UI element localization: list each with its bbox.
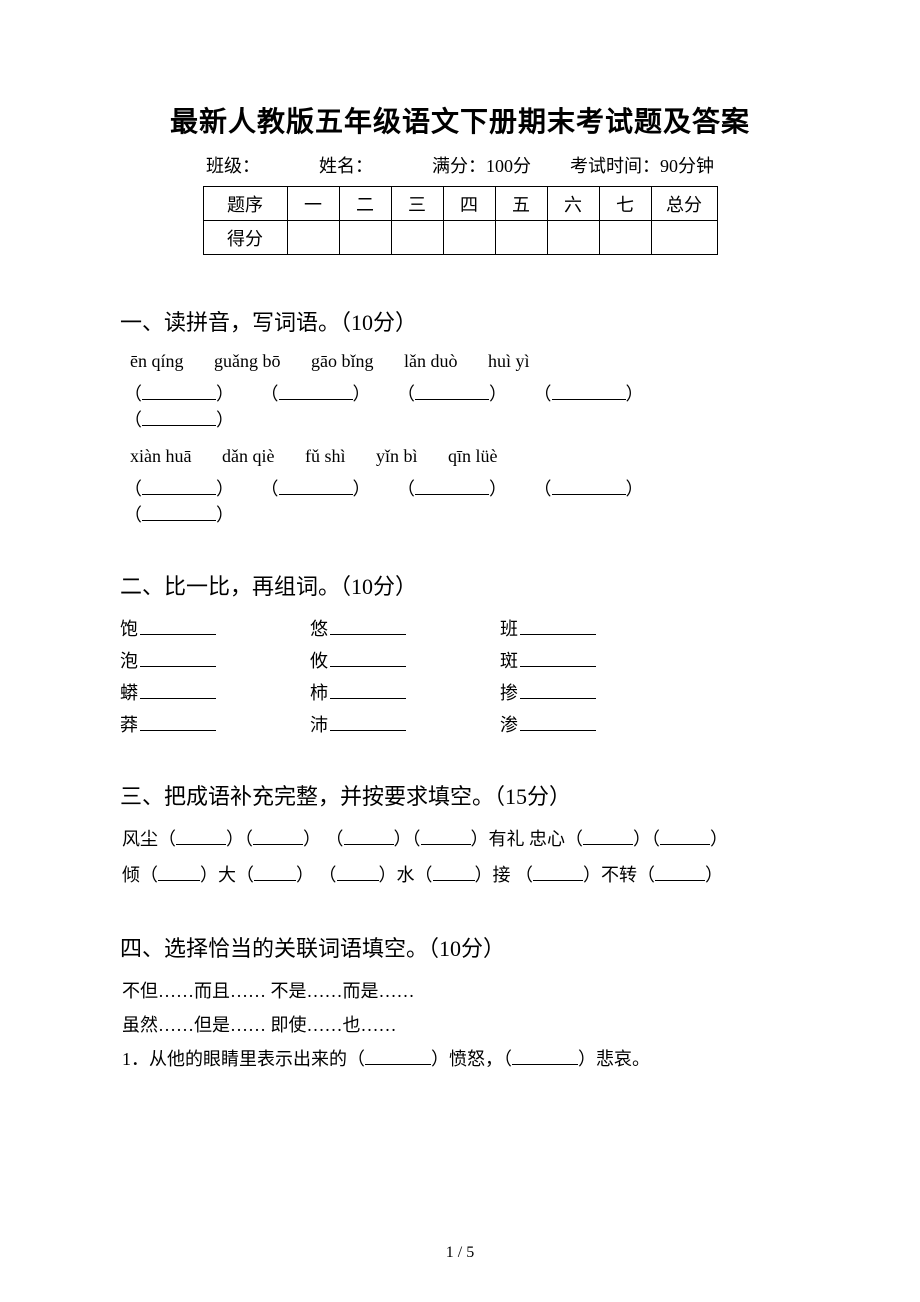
idiom-text: ）大（ bbox=[200, 865, 254, 885]
idiom-text: ）（ bbox=[226, 829, 253, 849]
blank: （） bbox=[261, 475, 371, 501]
compare-row: 泡 攸 斑 bbox=[120, 647, 800, 673]
blank: （） bbox=[124, 501, 234, 527]
pinyin-item: fǔ shì bbox=[305, 446, 346, 467]
score-cell bbox=[391, 221, 443, 255]
score-cell bbox=[443, 221, 495, 255]
blank: （） bbox=[261, 380, 371, 406]
blank: （） bbox=[124, 406, 234, 432]
blank-row-1: （） （） （） （） （） bbox=[124, 380, 800, 432]
blank: （） bbox=[124, 380, 234, 406]
section-4-heading: 四、选择恰当的关联词语填空。（10分） bbox=[120, 931, 800, 963]
pinyin-item: guǎng bō bbox=[214, 351, 281, 372]
blank: （） bbox=[397, 380, 507, 406]
compare-row: 莽 沛 渗 bbox=[120, 711, 800, 737]
idiom-text: ）不转（ bbox=[583, 865, 655, 885]
score-cell bbox=[651, 221, 717, 255]
score-cell bbox=[287, 221, 339, 255]
blank-row-2: （） （） （） （） （） bbox=[124, 475, 800, 527]
time-label: 考试时间：90分钟 bbox=[570, 152, 714, 178]
compare-item: 渗 bbox=[500, 711, 690, 737]
name-label: 姓名： bbox=[319, 152, 373, 178]
idiom-text: 风尘（ bbox=[122, 829, 176, 849]
fullscore-label: 满分：100分 bbox=[432, 152, 531, 178]
compare-item: 掺 bbox=[500, 679, 690, 705]
idiom-text: ） （ bbox=[296, 865, 337, 885]
class-label: 班级： bbox=[206, 152, 260, 178]
col-total: 总分 bbox=[651, 187, 717, 221]
section-3-heading: 三、把成语补充完整，并按要求填空。（15分） bbox=[120, 779, 800, 811]
pinyin-item: xiàn huā bbox=[130, 446, 191, 467]
idiom-text: ） （ bbox=[303, 829, 344, 849]
seq-label: 题序 bbox=[203, 187, 287, 221]
compare-item: 莽 bbox=[120, 711, 310, 737]
idiom-text: 倾（ bbox=[122, 865, 158, 885]
col-3: 三 bbox=[391, 187, 443, 221]
pinyin-row-2: xiàn huā dǎn qiè fǔ shì yǐn bì qīn lüè bbox=[130, 446, 800, 467]
blank: （） bbox=[124, 475, 234, 501]
conj-options-2: 虽然……但是…… 即使……也…… bbox=[122, 1011, 800, 1037]
section-2-heading: 二、比一比，再组词。（10分） bbox=[120, 569, 800, 601]
section-1-heading: 一、读拼音，写词语。（10分） bbox=[120, 305, 800, 337]
compare-item: 饱 bbox=[120, 615, 310, 641]
idiom-text: ）接 （ bbox=[475, 865, 534, 885]
compare-item: 泡 bbox=[120, 647, 310, 673]
pinyin-item: ēn qíng bbox=[130, 351, 184, 372]
compare-row: 饱 悠 班 bbox=[120, 615, 800, 641]
idiom-line-2: 倾（ ）大（ ） （ ）水（ ）接 （ ）不转（ ） bbox=[122, 861, 800, 889]
pinyin-item: huì yì bbox=[488, 351, 530, 372]
idiom-text: ） bbox=[710, 829, 728, 849]
col-6: 六 bbox=[547, 187, 599, 221]
score-cell bbox=[547, 221, 599, 255]
score-cell bbox=[599, 221, 651, 255]
table-row: 得分 bbox=[203, 221, 717, 255]
blank: （） bbox=[397, 475, 507, 501]
col-5: 五 bbox=[495, 187, 547, 221]
pinyin-item: yǐn bì bbox=[376, 446, 418, 467]
conj-options-1: 不但……而且…… 不是……而是…… bbox=[122, 977, 800, 1003]
col-2: 二 bbox=[339, 187, 391, 221]
score-cell bbox=[495, 221, 547, 255]
question-1: 1．从他的眼睛里表示出来的（ ）愤怒，（ ）悲哀。 bbox=[122, 1045, 800, 1071]
pinyin-item: qīn lüè bbox=[448, 446, 498, 467]
idiom-text: ） bbox=[705, 865, 723, 885]
compare-item: 蟒 bbox=[120, 679, 310, 705]
pinyin-item: lǎn duò bbox=[404, 351, 458, 372]
pinyin-item: dǎn qiè bbox=[222, 446, 274, 467]
compare-item: 沛 bbox=[310, 711, 500, 737]
pinyin-item: gāo bǐng bbox=[311, 351, 374, 372]
q-text: ）愤怒，（ bbox=[431, 1049, 512, 1069]
col-1: 一 bbox=[287, 187, 339, 221]
score-cell bbox=[339, 221, 391, 255]
col-7: 七 bbox=[599, 187, 651, 221]
score-table: 题序 一 二 三 四 五 六 七 总分 得分 bbox=[203, 186, 718, 255]
idiom-line-1: 风尘（ ）（ ） （ ）（ ）有礼 忠心（ ）（ ） bbox=[122, 825, 800, 853]
compare-item: 班 bbox=[500, 615, 690, 641]
blank: （） bbox=[534, 380, 644, 406]
compare-row: 蟒 柿 掺 bbox=[120, 679, 800, 705]
q-text: 1．从他的眼睛里表示出来的（ bbox=[122, 1049, 365, 1069]
score-label: 得分 bbox=[203, 221, 287, 255]
compare-item: 柿 bbox=[310, 679, 500, 705]
pinyin-row-1: ēn qíng guǎng bō gāo bǐng lǎn duò huì yì bbox=[130, 351, 800, 372]
meta-line: 班级： 姓名： 满分：100分 考试时间：90分钟 bbox=[120, 152, 800, 178]
compare-item: 斑 bbox=[500, 647, 690, 673]
table-row: 题序 一 二 三 四 五 六 七 总分 bbox=[203, 187, 717, 221]
compare-item: 攸 bbox=[310, 647, 500, 673]
idiom-text: ）（ bbox=[394, 829, 421, 849]
blank: （） bbox=[534, 475, 644, 501]
idiom-text: ）（ bbox=[633, 829, 660, 849]
compare-item: 悠 bbox=[310, 615, 500, 641]
idiom-text: ）有礼 忠心（ bbox=[471, 829, 584, 849]
col-4: 四 bbox=[443, 187, 495, 221]
doc-title: 最新人教版五年级语文下册期末考试题及答案 bbox=[120, 100, 800, 140]
q-text: ）悲哀。 bbox=[578, 1049, 650, 1069]
page-number: 1 / 5 bbox=[0, 1244, 920, 1262]
idiom-text: ）水（ bbox=[379, 865, 433, 885]
